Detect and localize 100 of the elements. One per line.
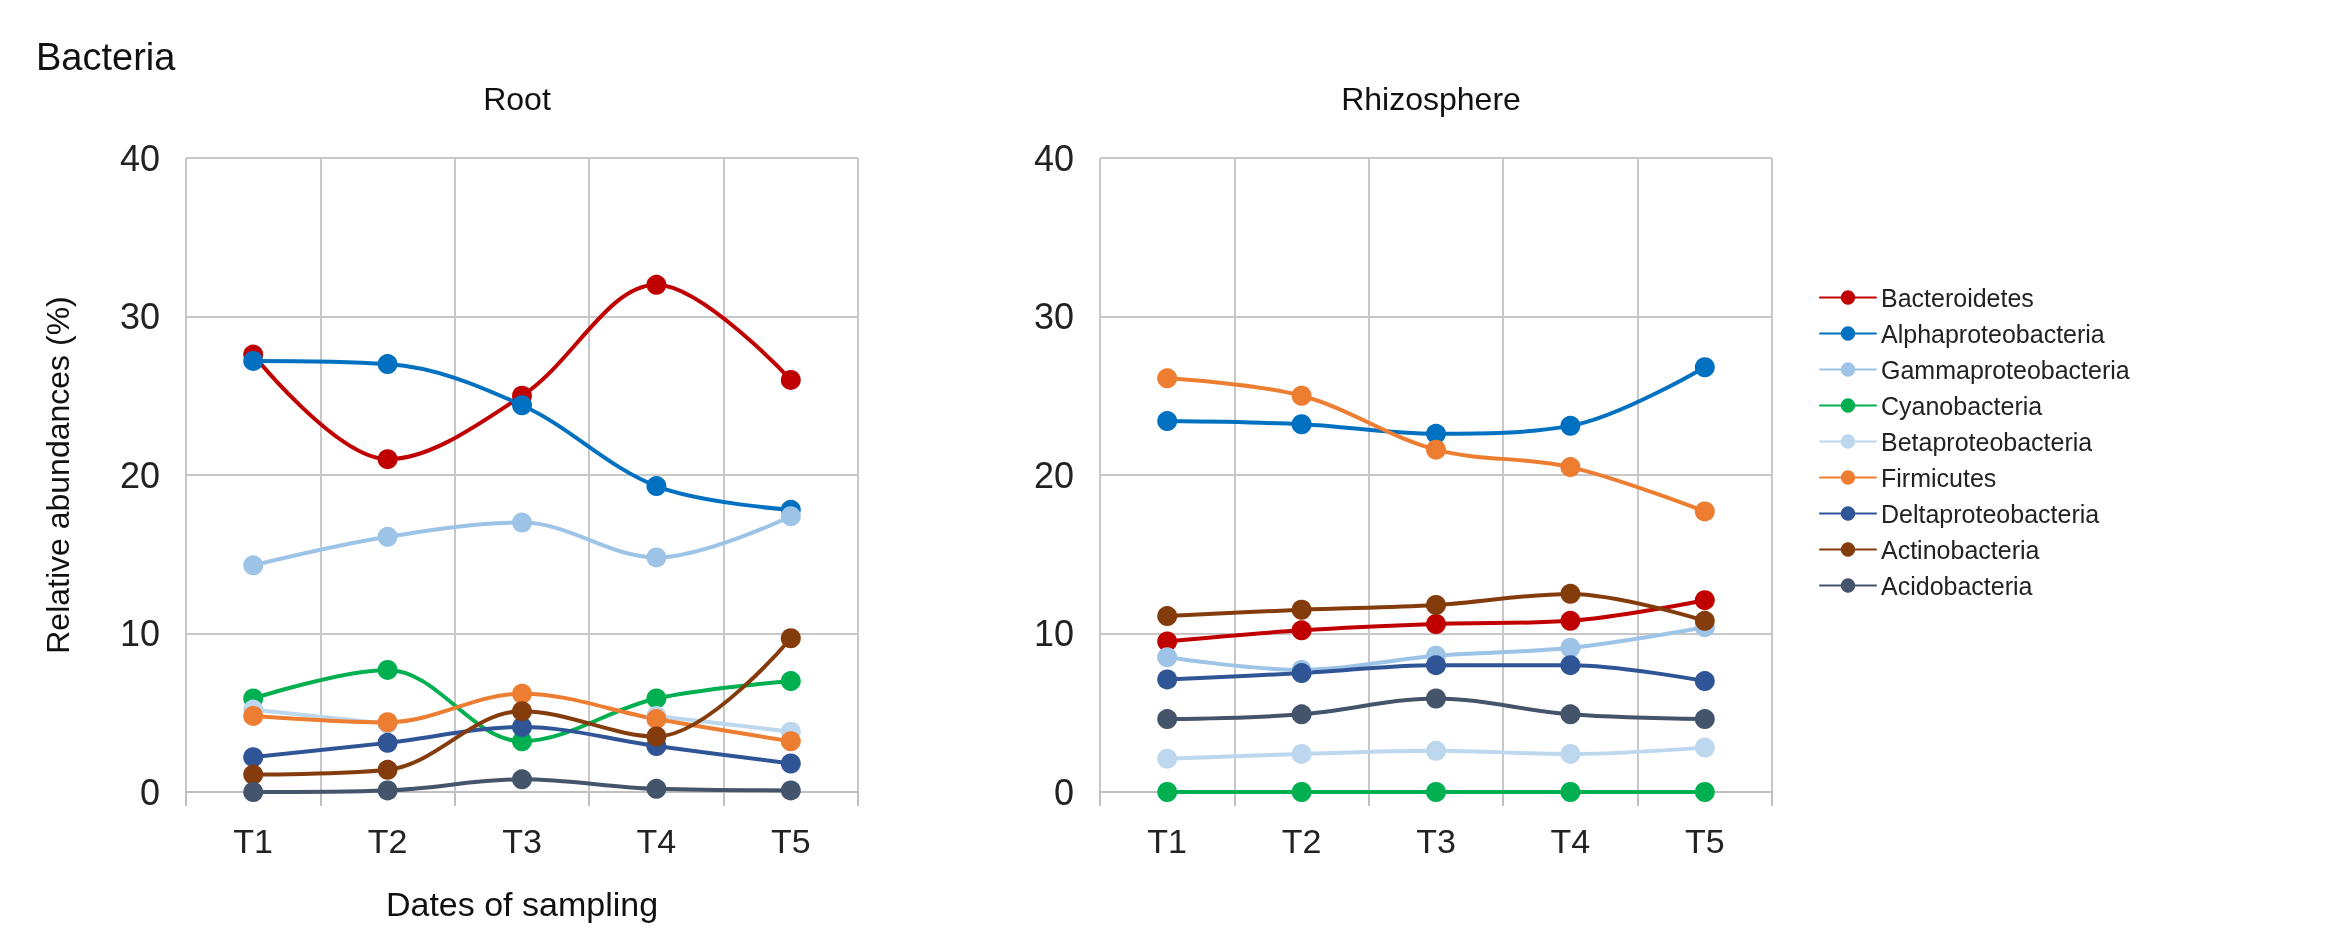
x-tick-label: T3 [502,822,542,860]
x-axis-title: Dates of sampling [385,885,659,923]
point [1291,599,1312,620]
point [1291,704,1312,725]
point [1694,357,1715,378]
y-tick-label: 20 [1033,454,1074,496]
point [1694,671,1715,692]
legend-label: Gammaproteobacteria [1881,355,2130,384]
point [377,354,398,375]
chart-title: Root [483,81,551,117]
point [780,369,801,390]
point [1560,782,1581,802]
point [1560,457,1581,478]
point [1426,613,1446,634]
point [1694,590,1715,611]
x-tick-label: T4 [636,822,677,860]
y-axis-title: Relative abundances (%) [40,296,76,654]
point [1560,583,1581,604]
point [1157,782,1178,802]
point [377,659,398,680]
x-tick-label: T1 [233,822,274,860]
x-tick-label: T2 [1281,822,1322,860]
point [780,780,801,801]
point [377,449,398,470]
point [243,350,264,371]
point [1560,743,1581,764]
point [1694,610,1715,631]
point [780,671,801,692]
point [1560,655,1581,676]
point [1291,620,1312,641]
point [1157,368,1178,389]
point [1560,415,1581,436]
point [512,395,532,416]
point [1157,669,1178,690]
point [780,628,801,649]
x-tick-label: T5 [770,822,811,860]
point [1560,704,1581,725]
point [377,780,398,801]
point [1291,414,1312,435]
y-tick-label: 40 [1033,137,1074,179]
point [646,476,667,497]
point [1694,737,1715,758]
legend-label: Acidobacteria [1881,571,2033,600]
point [646,274,667,295]
x-tick-label: T3 [1416,822,1456,860]
point [243,705,264,726]
point [1560,637,1581,658]
point [377,526,398,547]
point [780,753,801,774]
y-tick-label: 0 [139,771,160,813]
legend-label: Betaproteobacteria [1881,427,2093,456]
point [646,688,667,709]
legend-label: Bacteroidetes [1881,283,2034,312]
y-tick-label: 10 [1033,613,1074,654]
y-tick-label: 10 [119,613,160,654]
point [512,512,532,533]
point [1291,743,1312,764]
legend-label: Cyanobacteria [1881,391,2043,420]
point [377,732,398,753]
chart-title: Rhizosphere [1341,81,1521,117]
y-tick-label: 40 [119,137,160,179]
point [377,759,398,780]
point [780,731,801,752]
legend-label: Firmicutes [1881,463,1997,492]
legend-label: Alphaproteobacteria [1881,319,2105,348]
point [1157,606,1178,627]
point [1694,709,1715,730]
point [1157,647,1178,668]
point [1426,594,1446,615]
point [1157,748,1178,769]
legend-label: Actinobacteria [1881,535,2040,564]
point [1291,782,1312,802]
point [512,701,532,722]
point [1560,610,1581,631]
point [1694,782,1715,802]
y-tick-label: 30 [119,296,160,337]
point [1157,709,1178,730]
legend-label: Deltaproteobacteria [1881,499,2100,528]
y-tick-label: 30 [1033,296,1074,337]
point [243,747,264,768]
point [1157,411,1178,432]
point [646,726,667,747]
point [1426,688,1446,709]
x-tick-label: T1 [1147,822,1188,860]
point [1426,740,1446,761]
point [646,547,667,568]
point [243,555,264,576]
x-tick-label: T5 [1684,822,1725,860]
point [1694,501,1715,522]
point [243,764,264,785]
x-tick-label: T4 [1550,822,1591,860]
point [646,778,667,799]
text: Bacteria [36,36,177,78]
point [1291,385,1312,406]
point [1426,782,1446,802]
point [780,506,801,527]
point [512,769,532,790]
point [1426,439,1446,460]
point [512,683,532,704]
y-tick-label: 0 [1053,771,1074,813]
